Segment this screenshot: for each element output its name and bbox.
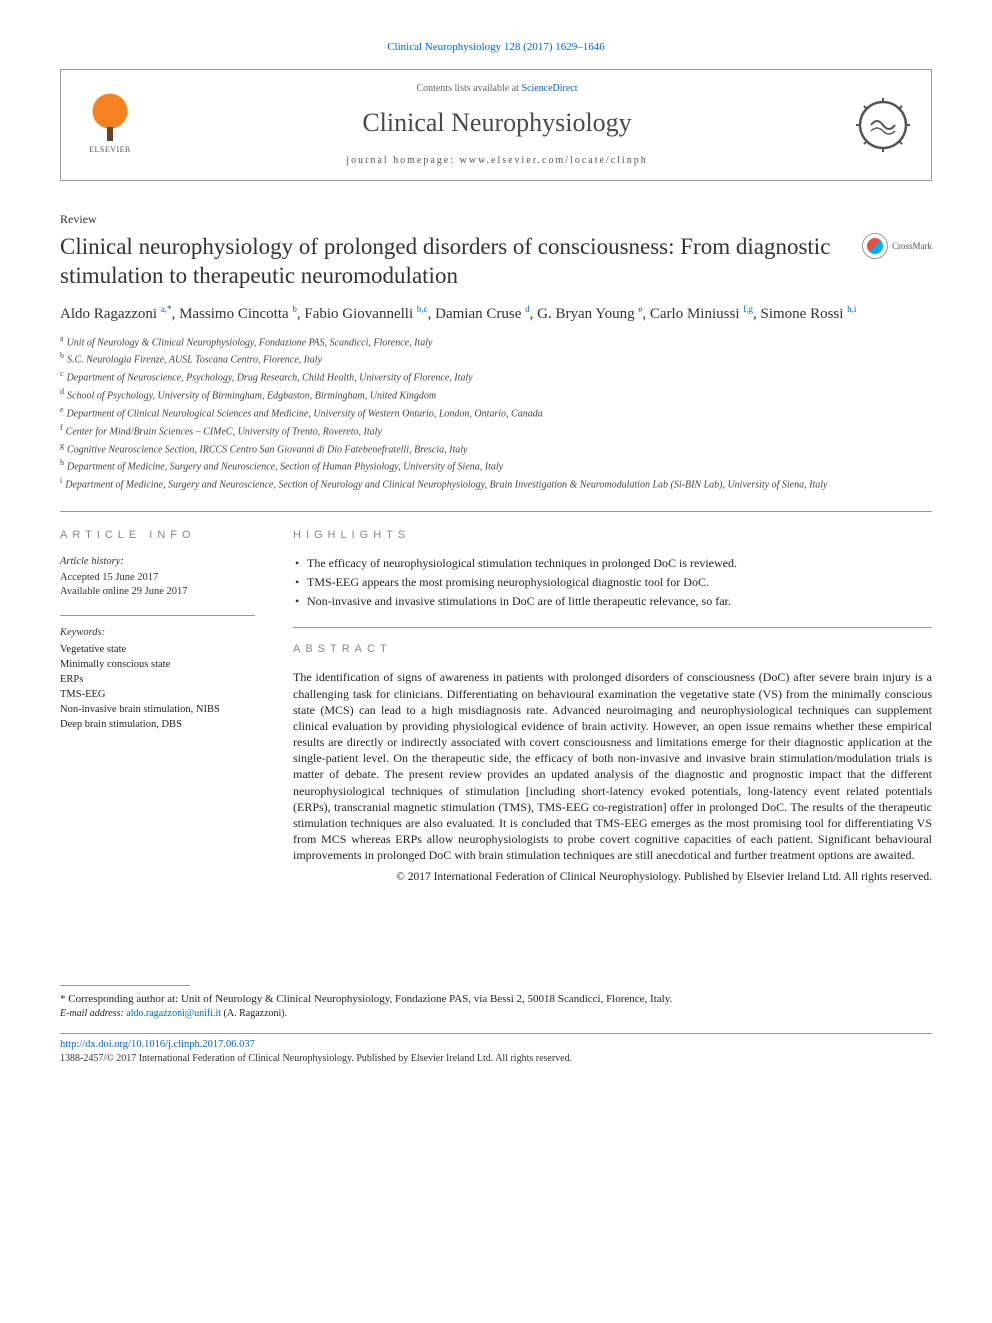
- issn-line: 1388-2457/© 2017 International Federatio…: [60, 1052, 932, 1066]
- abstract-text: The identification of signs of awareness…: [293, 669, 932, 863]
- keywords-label: Keywords:: [60, 626, 265, 640]
- email-suffix: (A. Ragazzoni).: [221, 1008, 287, 1019]
- elsevier-logo[interactable]: ELSEVIER: [79, 90, 141, 160]
- doi-link[interactable]: http://dx.doi.org/10.1016/j.clinph.2017.…: [60, 1039, 255, 1050]
- journal-header: ELSEVIER Contents lists available at Sci…: [60, 69, 932, 181]
- article-title: Clinical neurophysiology of prolonged di…: [60, 233, 844, 291]
- divider: [293, 627, 932, 628]
- affiliation-line: dSchool of Psychology, University of Bir…: [60, 386, 932, 404]
- keyword: ERPs: [60, 673, 265, 687]
- affiliation-line: cDepartment of Neuroscience, Psychology,…: [60, 368, 932, 386]
- highlights-list: The efficacy of neurophysiological stimu…: [293, 555, 932, 610]
- elsevier-label: ELSEVIER: [89, 145, 131, 156]
- doi-line: http://dx.doi.org/10.1016/j.clinph.2017.…: [60, 1033, 932, 1052]
- email-label: E-mail address:: [60, 1008, 126, 1019]
- highlight-item: The efficacy of neurophysiological stimu…: [293, 555, 932, 571]
- article-info-heading: article info: [60, 528, 265, 543]
- keyword: Minimally conscious state: [60, 658, 265, 672]
- crossmark-label: CrossMark: [892, 240, 932, 252]
- crossmark-icon: [862, 233, 888, 259]
- elsevier-tree-icon: [84, 93, 136, 145]
- highlight-item: TMS-EEG appears the most promising neuro…: [293, 574, 932, 590]
- affiliation-line: fCenter for Mind/Brain Sciences – CIMeC,…: [60, 422, 932, 440]
- sciencedirect-link[interactable]: ScienceDirect: [521, 83, 577, 94]
- article-type: Review: [60, 211, 932, 227]
- article-info-column: article info Article history: Accepted 1…: [60, 528, 265, 884]
- divider: [60, 511, 932, 512]
- highlights-heading: highlights: [293, 528, 932, 543]
- abstract-heading: abstract: [293, 642, 932, 657]
- header-center: Contents lists available at ScienceDirec…: [155, 82, 839, 168]
- keyword: TMS-EEG: [60, 688, 265, 702]
- online-date: Available online 29 June 2017: [60, 585, 265, 599]
- history-label: Article history:: [60, 555, 265, 569]
- affiliation-line: eDepartment of Clinical Neurological Sci…: [60, 404, 932, 422]
- journal-name: Clinical Neurophysiology: [155, 105, 839, 140]
- crossmark-badge[interactable]: CrossMark: [862, 233, 932, 259]
- journal-cover-icon: [853, 95, 913, 155]
- citation[interactable]: Clinical Neurophysiology 128 (2017) 1629…: [60, 40, 932, 55]
- email-link[interactable]: aldo.ragazzoni@unifi.it: [126, 1008, 221, 1019]
- footnote-divider: [60, 985, 190, 986]
- divider: [60, 615, 255, 616]
- keywords-list: Vegetative stateMinimally conscious stat…: [60, 643, 265, 733]
- corresponding-author: * Corresponding author at: Unit of Neuro…: [60, 993, 672, 1005]
- keyword: Deep brain stimulation, DBS: [60, 718, 265, 732]
- keyword: Non-invasive brain stimulation, NIBS: [60, 703, 265, 717]
- affiliation-line: bS.C. Neurologia Firenze, AUSL Toscana C…: [60, 350, 932, 368]
- affiliation-line: aUnit of Neurology & Clinical Neurophysi…: [60, 333, 932, 351]
- highlight-item: Non-invasive and invasive stimulations i…: [293, 593, 932, 609]
- affiliation-line: gCognitive Neuroscience Section, IRCCS C…: [60, 440, 932, 458]
- accepted-date: Accepted 15 June 2017: [60, 571, 265, 585]
- keyword: Vegetative state: [60, 643, 265, 657]
- contents-prefix: Contents lists available at: [416, 83, 521, 94]
- journal-homepage[interactable]: journal homepage: www.elsevier.com/locat…: [155, 154, 839, 168]
- contents-available: Contents lists available at ScienceDirec…: [155, 82, 839, 96]
- authors: Aldo Ragazzoni a,*, Massimo Cincotta b, …: [60, 303, 932, 325]
- footnote: * Corresponding author at: Unit of Neuro…: [60, 992, 932, 1021]
- content-column: highlights The efficacy of neurophysiolo…: [293, 528, 932, 884]
- affiliation-line: hDepartment of Medicine, Surgery and Neu…: [60, 457, 932, 475]
- affiliation-line: iDepartment of Medicine, Surgery and Neu…: [60, 475, 932, 493]
- copyright: © 2017 International Federation of Clini…: [293, 870, 932, 885]
- affiliations: aUnit of Neurology & Clinical Neurophysi…: [60, 333, 932, 493]
